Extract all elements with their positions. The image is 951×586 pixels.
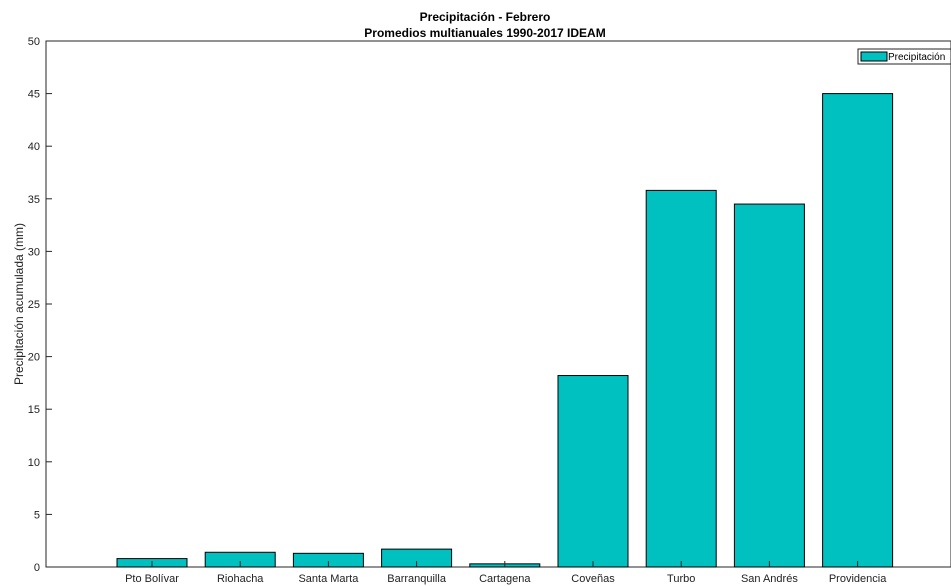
- bar: [733, 203, 805, 568]
- x-tick-label: Cartagena: [479, 573, 531, 585]
- y-tick-label: 30: [28, 246, 40, 258]
- x-tick-label: Coveñas: [571, 573, 615, 585]
- y-tick-label: 40: [28, 141, 40, 153]
- legend-label: Precipitación: [888, 52, 945, 63]
- y-tick-label: 20: [28, 352, 40, 364]
- y-tick-label: 45: [28, 89, 40, 101]
- x-tick-label: Riohacha: [217, 573, 264, 585]
- x-tick-label: Pto Bolívar: [125, 573, 179, 585]
- y-tick-label: 5: [34, 509, 40, 521]
- plot-area: 0 5 10 15 20 25 30 35 40 45 50 Pto Bolívar Riohacha S…: [28, 36, 951, 585]
- plot-frame: [45, 40, 951, 568]
- x-tick-label: San Andrés: [741, 573, 798, 585]
- y-tick-label: 10: [28, 457, 40, 469]
- legend-swatch: [860, 51, 888, 62]
- bar: [645, 189, 717, 568]
- x-tick-label: Santa Marta: [298, 573, 359, 585]
- x-tick-label: Barranquilla: [387, 573, 447, 585]
- y-tick-label: 15: [28, 404, 40, 416]
- x-tick-label: Providencia: [829, 573, 887, 585]
- bar: [822, 93, 894, 568]
- chart-title: Precipitación - Febrero: [420, 10, 551, 24]
- bar: [557, 375, 629, 568]
- y-tick-label: 0: [34, 562, 40, 574]
- y-axis-label: Precipitación acumulada (mm): [12, 223, 26, 385]
- y-tick-label: 25: [28, 299, 40, 311]
- y-tick-label: 50: [28, 36, 40, 48]
- y-tick-label: 35: [28, 194, 40, 206]
- chart-subtitle: Promedios multianuales 1990-2017 IDEAM: [364, 26, 605, 40]
- x-tick-label: Turbo: [667, 573, 695, 585]
